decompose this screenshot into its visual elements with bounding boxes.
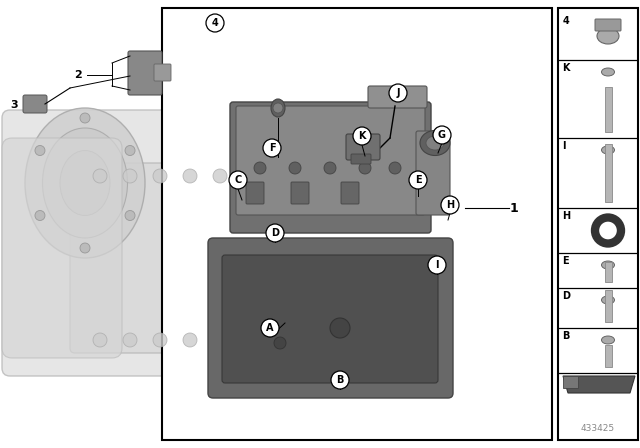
Circle shape [274,337,286,349]
Circle shape [183,169,197,183]
Ellipse shape [602,296,614,304]
Bar [162,8,552,440]
Circle shape [229,171,247,189]
Text: B: B [336,375,344,385]
FancyBboxPatch shape [236,106,425,215]
FancyBboxPatch shape [368,86,427,108]
FancyBboxPatch shape [154,64,171,81]
Text: 2: 2 [74,70,82,80]
FancyBboxPatch shape [128,51,162,95]
FancyBboxPatch shape [346,134,380,160]
Circle shape [331,371,349,389]
Circle shape [206,14,224,32]
Circle shape [35,211,45,220]
Circle shape [433,126,451,144]
Circle shape [428,256,446,274]
Text: D: D [562,291,570,301]
Ellipse shape [426,136,444,150]
Text: G: G [438,130,446,140]
Ellipse shape [42,128,127,238]
Ellipse shape [271,99,285,117]
Ellipse shape [420,130,450,155]
Circle shape [324,162,336,174]
Circle shape [389,84,407,102]
Ellipse shape [25,108,145,258]
Text: 4: 4 [212,18,218,28]
Circle shape [153,169,167,183]
Text: I: I [435,260,439,270]
Text: F: F [269,143,275,153]
FancyBboxPatch shape [70,163,275,353]
Bar [605,345,612,367]
Circle shape [80,243,90,253]
Text: D: D [271,228,279,238]
Circle shape [125,211,135,220]
FancyBboxPatch shape [222,255,438,383]
Ellipse shape [602,336,614,344]
Bar [605,87,612,132]
Ellipse shape [597,28,619,44]
Circle shape [254,162,266,174]
Circle shape [80,113,90,123]
Circle shape [263,139,281,157]
Circle shape [183,333,197,347]
Text: K: K [358,131,365,141]
Circle shape [389,162,401,174]
FancyBboxPatch shape [2,138,122,358]
Circle shape [359,162,371,174]
Circle shape [125,146,135,155]
Circle shape [261,319,279,337]
FancyBboxPatch shape [246,182,264,204]
Circle shape [409,171,427,189]
Bar [605,144,612,202]
Text: 433425: 433425 [581,423,615,432]
Ellipse shape [602,68,614,76]
FancyBboxPatch shape [208,238,453,398]
FancyBboxPatch shape [351,154,371,164]
Text: E: E [415,175,421,185]
Circle shape [93,333,107,347]
Text: H: H [562,211,570,221]
Text: 1: 1 [510,202,519,215]
Text: E: E [562,256,568,266]
Ellipse shape [602,146,614,154]
FancyBboxPatch shape [2,110,198,376]
FancyBboxPatch shape [291,182,309,204]
Text: 3: 3 [10,100,18,110]
Text: I: I [562,141,566,151]
Circle shape [35,146,45,155]
Bar [558,8,638,440]
Ellipse shape [602,261,614,269]
FancyBboxPatch shape [230,102,431,233]
FancyBboxPatch shape [595,19,621,31]
Circle shape [266,224,284,242]
Circle shape [93,169,107,183]
FancyBboxPatch shape [23,95,47,113]
Ellipse shape [60,151,110,215]
Text: C: C [234,175,242,185]
Text: 4: 4 [563,16,570,26]
Ellipse shape [601,224,615,237]
Circle shape [123,169,137,183]
Circle shape [441,196,459,214]
FancyBboxPatch shape [341,182,359,204]
Circle shape [273,103,283,113]
FancyBboxPatch shape [416,131,450,215]
Circle shape [213,333,227,347]
Bar [605,290,612,322]
Circle shape [213,169,227,183]
Bar [605,262,612,282]
Circle shape [330,318,350,338]
Text: A: A [266,323,274,333]
Text: B: B [562,331,570,341]
Circle shape [353,127,371,145]
Text: J: J [396,88,400,98]
Polygon shape [563,376,635,393]
Text: H: H [446,200,454,210]
Text: K: K [562,63,570,73]
Circle shape [289,162,301,174]
Polygon shape [563,376,578,388]
Circle shape [153,333,167,347]
Circle shape [123,333,137,347]
